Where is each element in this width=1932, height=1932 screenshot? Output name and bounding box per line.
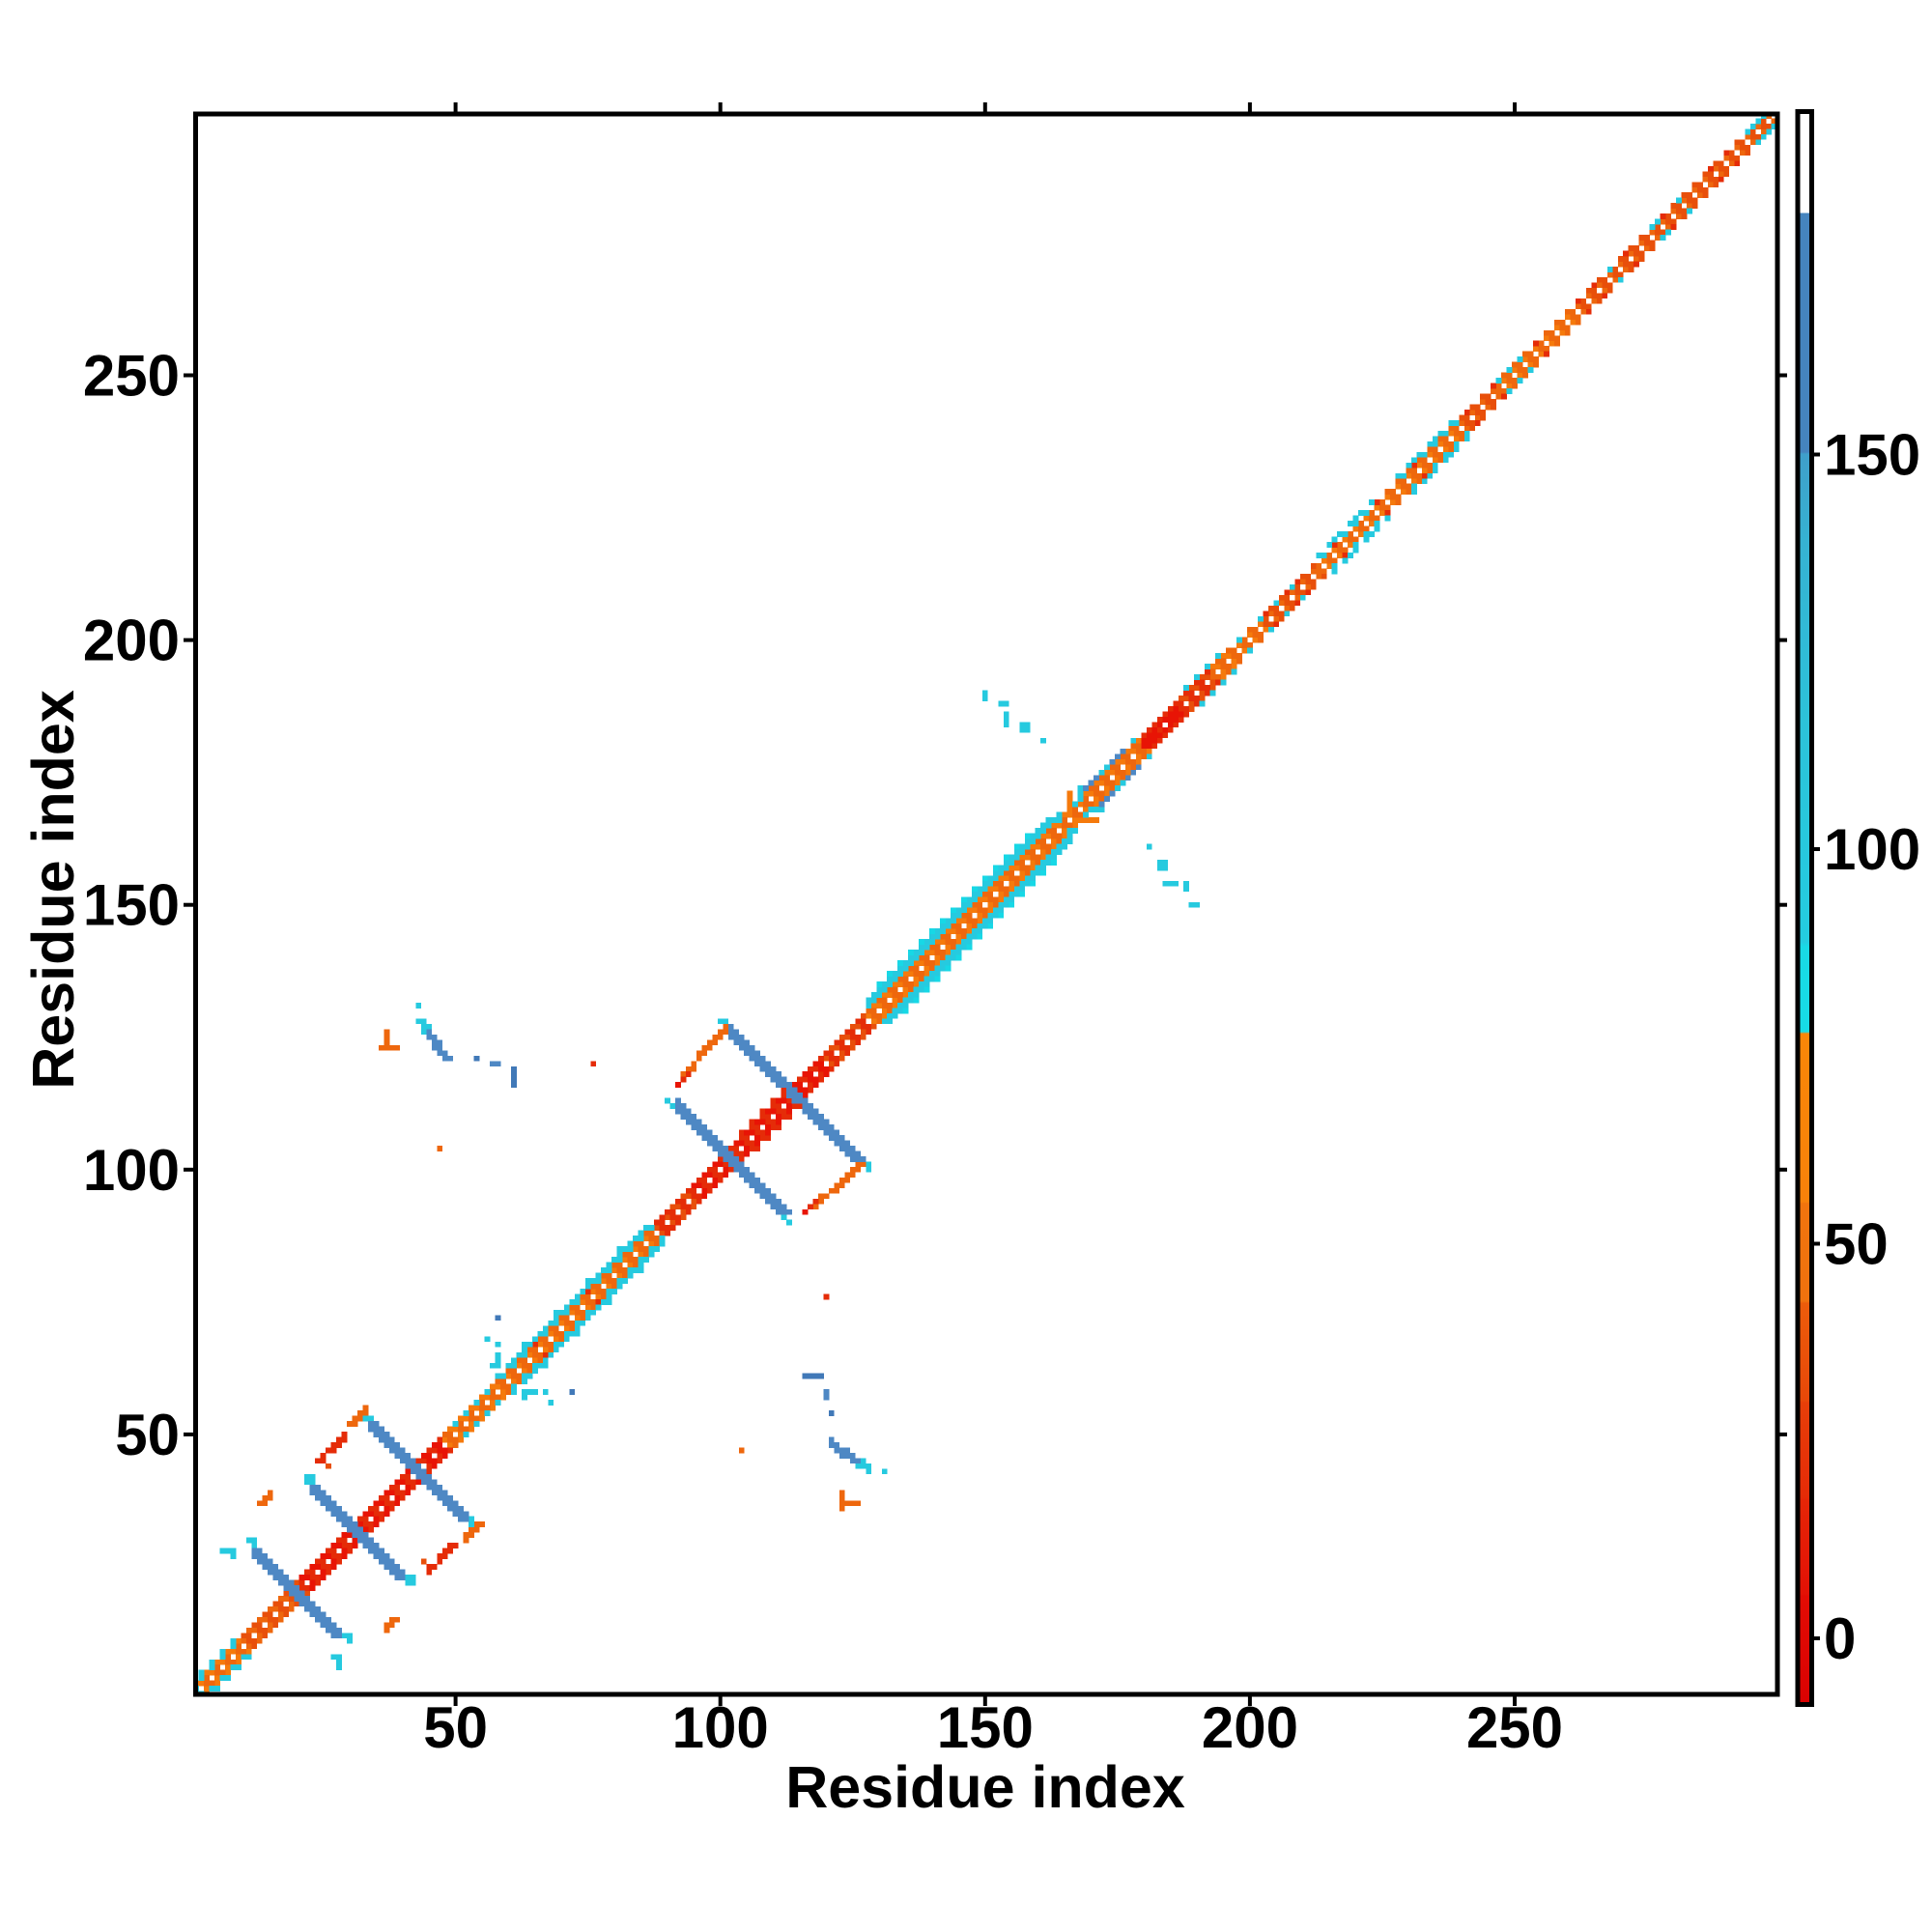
svg-text:250: 250	[83, 344, 180, 409]
svg-text:100: 100	[83, 1138, 180, 1203]
svg-text:200: 200	[83, 609, 180, 673]
svg-text:Residue index: Residue index	[785, 1754, 1185, 1820]
svg-text:200: 200	[1202, 1695, 1298, 1760]
svg-text:Residue index: Residue index	[20, 690, 86, 1090]
svg-text:50: 50	[1824, 1212, 1889, 1277]
svg-text:150: 150	[1824, 423, 1920, 488]
svg-text:100: 100	[1824, 817, 1920, 882]
svg-text:50: 50	[115, 1403, 180, 1467]
svg-text:50: 50	[423, 1695, 488, 1760]
svg-text:0: 0	[1824, 1606, 1856, 1671]
svg-text:150: 150	[937, 1695, 1034, 1760]
svg-text:250: 250	[1466, 1695, 1563, 1760]
svg-text:150: 150	[83, 873, 180, 938]
svg-text:100: 100	[672, 1695, 769, 1760]
